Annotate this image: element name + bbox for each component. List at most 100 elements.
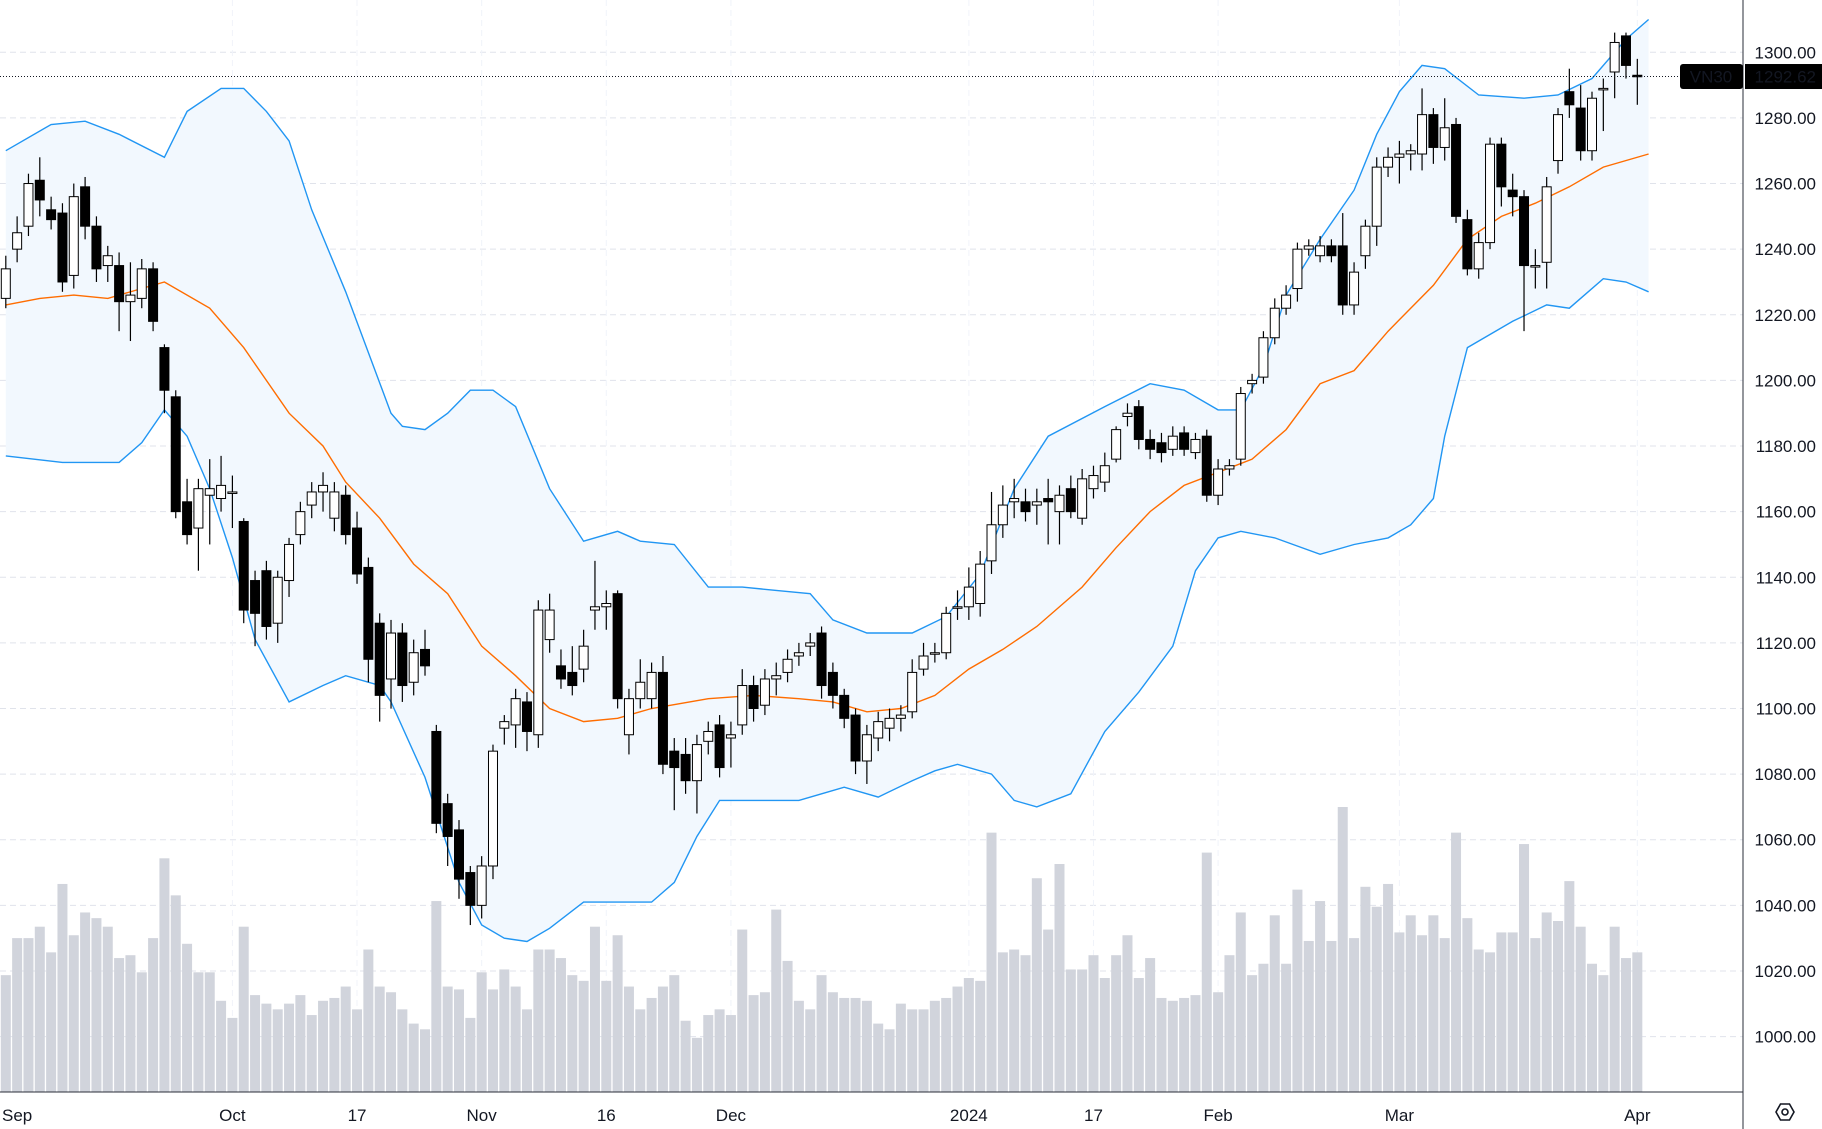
volume-bar [918,1009,929,1092]
volume-bar [510,986,521,1092]
candle-body [1224,465,1235,470]
volume-bar [431,901,442,1092]
volume-bar [1609,926,1620,1092]
candle [1054,485,1065,545]
volume-bar [1530,938,1541,1092]
candle [1031,488,1042,525]
volume-bar [34,926,45,1092]
volume-bar [204,972,215,1092]
candle [510,688,521,748]
candle [759,669,770,716]
candle-body [465,872,476,906]
volume-bar [555,958,566,1092]
candle [1179,426,1190,456]
candle-body [929,652,940,655]
candle [1213,459,1224,506]
volume-bar [895,1003,906,1092]
candle-body [986,524,997,562]
volume-bar [374,986,385,1092]
gear-icon[interactable] [1775,1103,1795,1121]
candle [1077,468,1088,525]
candle-body [1190,438,1201,454]
volume-bar [1587,963,1597,1092]
volume-bar [1111,955,1122,1092]
candle-body [102,255,113,267]
candle [0,255,11,309]
candle [1337,213,1348,315]
candle [1349,262,1360,315]
candle-body [1099,465,1110,483]
candle [340,485,351,545]
volume-bar [759,992,770,1092]
candle-body [1360,225,1371,257]
volume-bar [1065,969,1076,1092]
candle [318,472,329,512]
candle [1303,239,1314,256]
candle-body [12,232,23,250]
candle [601,590,612,630]
volume-bar [827,992,838,1092]
price-tick-label: 1260.00 [1755,175,1816,194]
candle [204,459,215,545]
candle-body [612,593,623,700]
candle-body [884,717,895,729]
volume-bar [1281,963,1292,1092]
price-tick-label: 1200.00 [1755,371,1816,390]
candle-body [861,734,872,762]
volume-bar [1439,938,1450,1092]
volume-bar [1349,938,1360,1092]
volume-bar [1099,978,1110,1092]
candle [125,262,136,342]
candle [555,649,566,689]
volume-bar [12,938,23,1092]
volume-bar [793,1000,804,1092]
candle [827,662,838,709]
candle [952,590,963,620]
volume-bar [623,986,634,1092]
candle-body [952,606,963,609]
candle [1439,98,1450,161]
volume-bar [1462,918,1473,1092]
candle-body [0,268,11,299]
candle [657,656,668,775]
candle [272,570,283,643]
volume-bar [963,978,974,1092]
bollinger-bands [5,18,1650,943]
candle [623,688,634,755]
candle [408,639,419,696]
volume-bar [850,997,861,1092]
candle-body [1349,271,1360,306]
candle-body [397,632,408,687]
volume-bar [1156,997,1167,1092]
upper-band-line [5,18,1650,634]
candle-body [997,504,1008,526]
candle [329,482,340,532]
candle [170,390,181,519]
volume-bars [0,807,1643,1092]
candle-body [272,576,283,624]
candle [1598,78,1609,132]
volume-bar [805,1009,816,1092]
volume-bar [941,997,952,1092]
candle [499,715,510,745]
candle-body [567,671,578,687]
candle-body [918,655,929,670]
candle-body [1303,245,1314,250]
volume-bar [0,975,11,1092]
volume-bar [238,926,249,1092]
candle [442,793,453,866]
volume-bar [907,1009,918,1092]
candle-body [170,396,181,513]
candle-body [1111,429,1122,460]
candle-body [23,183,34,227]
volume-bar [295,995,306,1092]
candle [1519,190,1530,332]
price-axis[interactable]: 1000.00 1020.00 1040.00 1060.00 1080.00 1100.… [1755,43,1816,1046]
time-axis[interactable]: Sep Oct 17 Nov 16 Dec 2024 17 Feb Mar Apr [2,1106,1651,1125]
volume-bar [454,989,464,1092]
volume-bar [1337,807,1348,1092]
candle [861,724,872,784]
volume-bar [839,997,850,1092]
candle [1258,331,1269,384]
candle-body [521,701,532,732]
